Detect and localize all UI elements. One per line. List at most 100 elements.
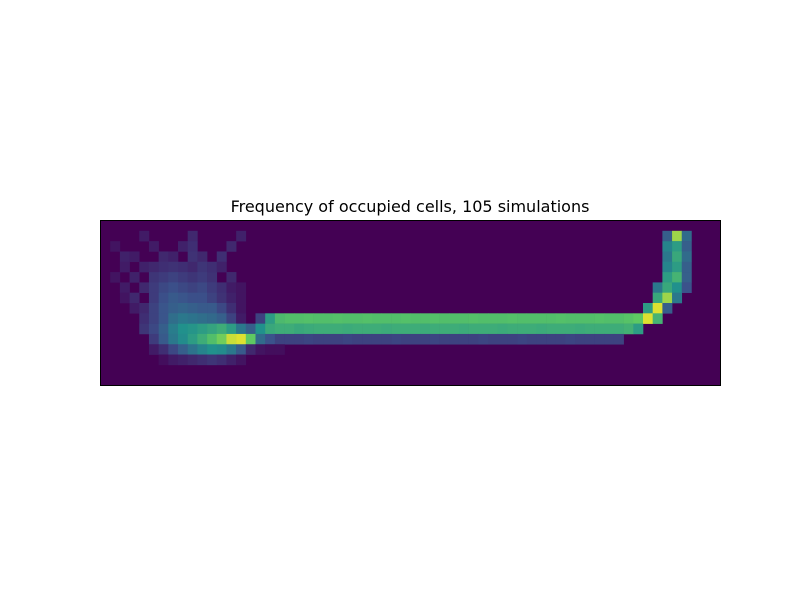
heatmap-cell xyxy=(236,344,247,355)
heatmap-cell xyxy=(681,251,692,263)
heatmap-cell xyxy=(168,261,179,273)
heatmap-cell xyxy=(207,323,218,335)
heatmap-cell xyxy=(643,313,653,324)
heatmap-cell xyxy=(178,344,188,355)
heatmap-cell xyxy=(216,292,227,304)
heatmap-cell xyxy=(672,292,683,304)
heatmap-cell xyxy=(449,323,460,335)
heatmap-cell xyxy=(303,313,314,324)
heatmap-cell xyxy=(187,261,198,273)
heatmap-cell xyxy=(226,323,237,335)
heatmap-cell xyxy=(236,313,247,324)
heatmap-cell xyxy=(313,323,324,335)
heatmap-cell xyxy=(236,303,247,314)
heatmap-cell xyxy=(497,333,508,345)
heatmap-cell xyxy=(613,333,624,345)
heatmap-cell xyxy=(226,241,237,252)
heatmap-cell xyxy=(391,313,402,324)
heatmap-cell xyxy=(381,313,392,324)
heatmap-cell xyxy=(458,333,469,345)
heatmap-cell xyxy=(342,313,353,324)
heatmap-cell xyxy=(245,344,256,355)
heatmap-cell xyxy=(478,333,489,345)
heatmap-cell xyxy=(148,313,159,324)
heatmap-cell xyxy=(119,261,130,273)
heatmap-cell xyxy=(178,272,188,283)
heatmap-cell xyxy=(439,313,450,324)
heatmap-cell xyxy=(381,333,392,345)
heatmap-cell xyxy=(158,313,169,324)
heatmap-cell xyxy=(274,344,285,355)
heatmap-cell xyxy=(303,323,314,335)
heatmap-cell xyxy=(517,323,528,335)
heatmap-cell xyxy=(236,354,247,366)
heatmap-cell xyxy=(226,303,237,314)
heatmap-cell xyxy=(613,313,624,324)
heatmap-cell xyxy=(526,323,537,335)
heatmap-cell xyxy=(672,272,683,283)
heatmap-cell xyxy=(333,323,343,335)
heatmap-cell xyxy=(168,251,179,263)
heatmap-cell xyxy=(178,333,188,345)
heatmap-cell xyxy=(178,292,188,304)
heatmap-cell xyxy=(178,313,188,324)
heatmap-cells xyxy=(100,220,721,386)
heatmap-cell xyxy=(613,323,624,335)
heatmap-cell xyxy=(633,323,644,335)
heatmap-cell xyxy=(197,292,208,304)
heatmap-cell xyxy=(197,261,208,273)
heatmap-cell xyxy=(207,344,218,355)
heatmap-cell xyxy=(681,230,692,242)
heatmap-cell xyxy=(672,261,683,273)
heatmap-cell xyxy=(197,272,208,283)
heatmap-cell xyxy=(497,323,508,335)
heatmap-cell xyxy=(584,323,595,335)
heatmap-cell xyxy=(207,354,218,366)
heatmap-cell xyxy=(158,333,169,345)
heatmap-cell xyxy=(187,344,198,355)
heatmap-cell xyxy=(294,333,305,345)
heatmap-cell xyxy=(391,323,402,335)
heatmap-cell xyxy=(313,313,324,324)
heatmap-cell xyxy=(207,261,218,273)
heatmap-cell xyxy=(187,354,198,366)
heatmap-cell xyxy=(623,323,634,335)
heatmap-cell xyxy=(594,313,605,324)
heatmap-cell xyxy=(458,313,469,324)
heatmap-cell xyxy=(536,323,547,335)
heatmap-cell xyxy=(313,333,324,345)
heatmap-cell xyxy=(478,323,489,335)
heatmap-cell xyxy=(478,313,489,324)
heatmap-cell xyxy=(168,354,179,366)
heatmap-cell xyxy=(546,333,557,345)
heatmap-cell xyxy=(187,230,198,242)
heatmap-cell xyxy=(410,333,421,345)
heatmap-cell xyxy=(255,344,266,355)
heatmap-cell xyxy=(187,292,198,304)
heatmap-cell xyxy=(216,344,227,355)
heatmap-cell xyxy=(187,303,198,314)
heatmap-cell xyxy=(178,282,188,293)
heatmap-cell xyxy=(488,333,498,345)
heatmap-cell xyxy=(178,354,188,366)
heatmap-cell xyxy=(575,333,586,345)
heatmap-cell xyxy=(672,282,683,293)
heatmap-cell xyxy=(274,323,285,335)
heatmap-cell xyxy=(672,230,683,242)
heatmap-cell xyxy=(565,313,576,324)
heatmap-cell xyxy=(381,323,392,335)
heatmap-cell xyxy=(148,292,159,304)
heatmap-cell xyxy=(400,323,411,335)
heatmap-cell xyxy=(575,313,586,324)
heatmap-cell xyxy=(517,333,528,345)
heatmap-cell xyxy=(439,333,450,345)
heatmap-cell xyxy=(468,323,479,335)
heatmap-cell xyxy=(129,272,140,283)
heatmap-cell xyxy=(274,333,285,345)
heatmap-cell xyxy=(536,333,547,345)
heatmap-cell xyxy=(342,323,353,335)
heatmap-cell xyxy=(168,333,179,345)
heatmap-cell xyxy=(158,282,169,293)
heatmap-cell xyxy=(274,313,285,324)
